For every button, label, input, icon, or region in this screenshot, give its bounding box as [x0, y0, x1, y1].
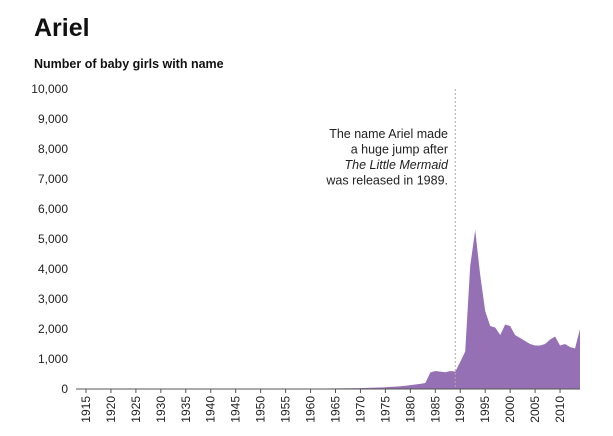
x-tick-label: 1990 — [453, 396, 467, 423]
x-tick-label: 1960 — [304, 396, 318, 423]
y-tick-label: 3,000 — [38, 292, 68, 306]
annotation: The name Ariel made a huge jump afterThe … — [325, 89, 456, 389]
x-tick-label: 1925 — [129, 396, 143, 423]
annotation-text: The Little Mermaid — [344, 158, 449, 172]
x-tick-label: 1985 — [428, 396, 442, 423]
chart-subtitle: Number of baby girls with name — [34, 57, 224, 71]
y-tick-label: 2,000 — [38, 322, 68, 336]
y-axis: 0 1,000 2,000 3,000 4,000 5,000 6,000 7,000 8,00… — [31, 82, 68, 396]
series-area — [86, 230, 580, 389]
y-tick-label: 8,000 — [38, 142, 68, 156]
chart-title: Ariel — [34, 14, 90, 42]
annotation-text: The name Ariel made — [329, 127, 448, 141]
x-tick-label: 2005 — [528, 396, 542, 423]
y-tick-label: 5,000 — [38, 232, 68, 246]
y-tick-label: 4,000 — [38, 262, 68, 276]
x-tick-label: 1920 — [104, 396, 118, 423]
x-tick-label: 2000 — [503, 396, 517, 423]
plot-area — [76, 230, 580, 390]
y-tick-label: 9,000 — [38, 112, 68, 126]
x-tick-label: 1980 — [403, 396, 417, 423]
x-tick-label: 1930 — [154, 396, 168, 423]
x-tick-label: 1935 — [179, 396, 193, 423]
x-tick-label: 1970 — [353, 396, 367, 423]
annotation-text: was released in 1989. — [325, 174, 448, 188]
y-tick-label: 10,000 — [31, 82, 68, 96]
x-tick-label: 1915 — [79, 396, 93, 423]
x-tick-label: 1955 — [279, 396, 293, 423]
y-tick-label: 1,000 — [38, 352, 68, 366]
y-tick-label: 6,000 — [38, 202, 68, 216]
x-tick-label: 1995 — [478, 396, 492, 423]
x-tick-label: 1940 — [204, 396, 218, 423]
y-tick-label: 0 — [61, 382, 68, 396]
annotation-text: a huge jump after — [351, 143, 448, 157]
x-tick-label: 1950 — [254, 396, 268, 423]
x-tick-label: 1965 — [328, 396, 342, 423]
x-tick-label: 1975 — [378, 396, 392, 423]
x-tick-label: 1945 — [229, 396, 243, 423]
x-axis: 1915 1920 1925 1930 1935 1940 1945 1950 1955 1960… — [79, 389, 567, 423]
y-tick-label: 7,000 — [38, 172, 68, 186]
x-tick-label: 2010 — [553, 396, 567, 423]
